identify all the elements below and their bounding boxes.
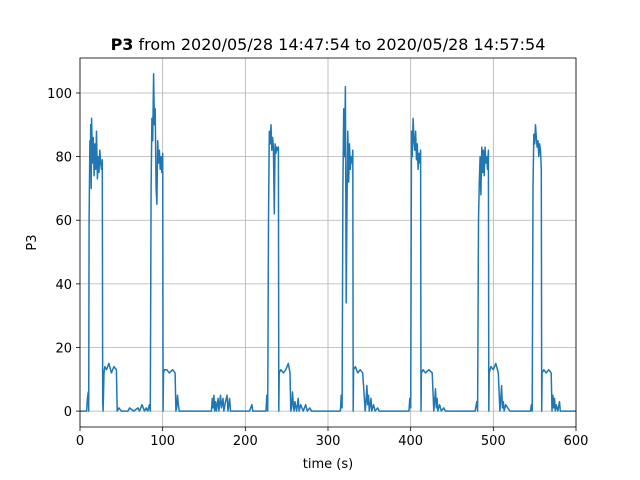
x-tick-label: 300	[316, 434, 341, 449]
y-tick-label: 20	[55, 341, 72, 356]
y-tick-label: 0	[64, 405, 72, 420]
x-axis-label: time (s)	[303, 457, 353, 472]
series-line	[80, 73, 576, 412]
y-tick-label: 80	[55, 151, 72, 166]
y-tick-label: 100	[47, 87, 72, 102]
y-axis-label: P3	[25, 234, 40, 250]
chart-title: P3 from 2020/05/28 14:47:54 to 2020/05/2…	[111, 35, 546, 54]
chart-title-bold: P3	[111, 35, 134, 54]
x-axis: 0 100 200 300 400 500 600	[76, 427, 589, 449]
x-tick-label: 400	[398, 434, 423, 449]
x-tick-label: 500	[481, 434, 506, 449]
y-tick-label: 40	[55, 278, 72, 293]
x-tick-label: 0	[76, 434, 84, 449]
y-tick-label: 60	[55, 214, 72, 229]
chart-title-rest: from 2020/05/28 14:47:54 to 2020/05/28 1…	[133, 35, 545, 54]
x-tick-label: 100	[150, 434, 175, 449]
y-axis: 0 20 40 60 80 100	[47, 87, 80, 420]
x-tick-label: 200	[233, 434, 258, 449]
series-layer	[80, 73, 576, 412]
x-tick-label: 600	[564, 434, 589, 449]
